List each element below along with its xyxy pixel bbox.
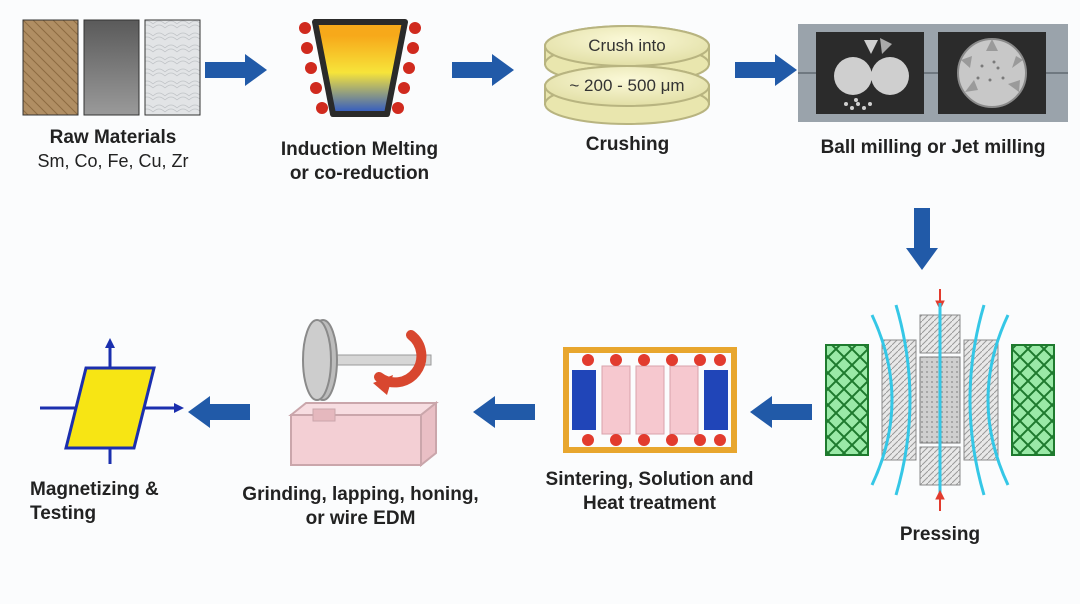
flow-arrows (0, 0, 1080, 604)
